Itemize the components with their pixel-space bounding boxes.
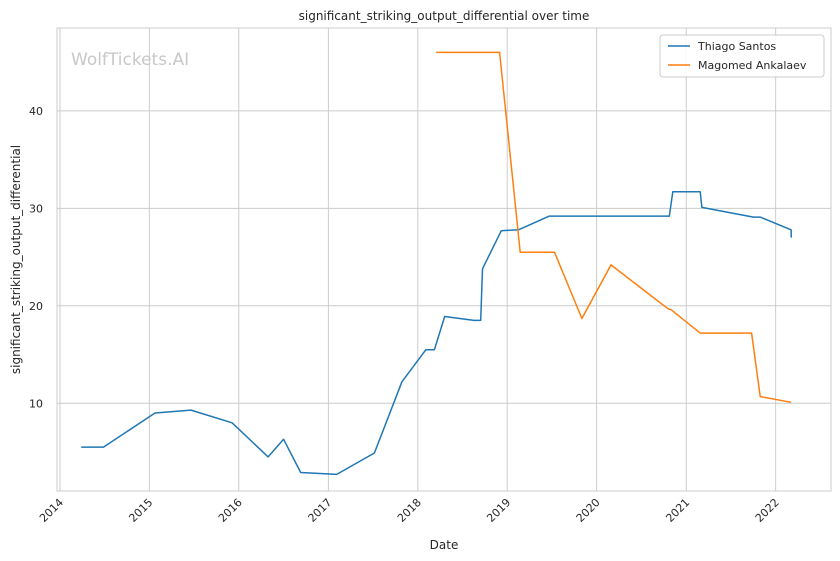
legend-label: Thiago Santos xyxy=(697,40,776,53)
y-tick-label: 40 xyxy=(29,105,43,118)
series-line-thiago-santos xyxy=(81,191,793,476)
series-layer xyxy=(81,51,793,476)
plot-frame xyxy=(56,27,832,492)
x-axis-ticks: 2014 2015 2016 2017 2018 2019 2020 2021 2022 xyxy=(37,496,782,525)
y-axis-title: significant_striking_output_differential xyxy=(9,145,23,374)
x-tick-label: 2015 xyxy=(126,496,155,525)
x-tick-label: 2022 xyxy=(753,496,782,525)
legend-label: Magomed Ankalaev xyxy=(698,59,807,72)
series-line-magomed-ankalaev xyxy=(436,51,792,404)
y-tick-label: 30 xyxy=(29,202,43,215)
x-tick-label: 2014 xyxy=(37,496,66,525)
y-axis-ticks: 10 20 30 40 xyxy=(29,105,43,410)
x-tick-label: 2018 xyxy=(395,496,424,525)
y-tick-label: 20 xyxy=(29,300,43,313)
x-axis-title: Date xyxy=(430,538,459,552)
x-tick-label: 2019 xyxy=(484,496,513,525)
plot-area xyxy=(57,28,831,491)
legend: Thiago Santos Magomed Ankalaev xyxy=(659,34,825,78)
chart-title: significant_striking_output_differential… xyxy=(299,9,590,23)
x-tick-label: 2017 xyxy=(306,496,335,525)
x-tick-label: 2021 xyxy=(663,496,692,525)
x-tick-label: 2020 xyxy=(574,496,603,525)
y-tick-label: 10 xyxy=(29,397,43,410)
watermark-text: WolfTickets.AI xyxy=(71,50,189,70)
legend-box xyxy=(659,34,825,78)
x-tick-label: 2016 xyxy=(216,496,245,525)
grid-lines xyxy=(57,28,831,491)
